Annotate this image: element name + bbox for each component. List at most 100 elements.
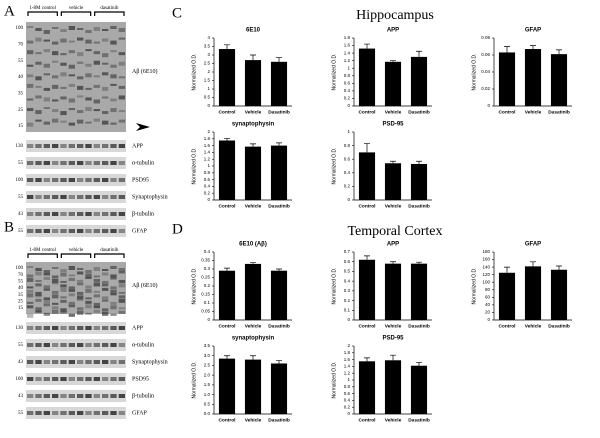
blot-band [102,212,109,216]
blot-band [85,288,92,293]
blot-band [110,144,117,148]
y-tick-label: 0.4 [344,398,351,403]
bar [550,54,568,106]
blot-band [85,73,92,78]
blot-band [93,99,100,104]
blot-band [118,360,125,364]
lane-group-label: dasatinib [100,6,119,11]
error-bar [504,266,510,273]
lane-group-label: vehicle [69,248,84,253]
blot-band [52,229,59,233]
blot-band [60,326,67,330]
blot-band [102,195,109,199]
error-bar [276,57,282,62]
bar [524,266,542,320]
blot-strip [26,174,126,186]
blot-band [43,270,50,274]
blot-band [93,60,100,65]
blot-band [60,195,67,199]
blot-band [52,377,59,381]
blot-band [93,394,100,398]
error-bar [224,138,230,141]
blot-band [85,63,92,67]
blot-band [77,119,84,124]
blot-band [35,271,42,276]
blot-band [118,283,125,288]
blot-band [27,98,34,101]
error-bar [224,267,230,271]
blot-band [60,29,67,32]
blot-band [77,195,84,199]
blot-band [85,229,92,233]
chart-title: 6E10 (Aβ) [239,242,267,248]
blot-band [35,61,42,65]
blot-band [102,411,109,415]
blot-strip [26,191,126,203]
blot-band [118,343,125,347]
blot-band [43,178,50,182]
blot-band [35,37,42,42]
bar [270,61,288,106]
y-tick-label: 60 [485,295,491,300]
blot-band [35,178,42,182]
blot-band [35,343,42,347]
bar [358,259,376,320]
blot-band [35,28,42,31]
y-tick-label: 1.2 [344,58,351,63]
blot-band [85,326,92,330]
blot-band [102,269,109,271]
error-bar [364,357,370,362]
blot-band [35,295,42,298]
blot-strip [26,373,126,385]
y-tick-label: 2 [207,129,210,134]
blot-band [118,144,125,148]
blot-band [27,161,34,165]
blot-band [110,394,117,398]
blot-strip [26,390,126,402]
y-tick-label: 1.2 [204,156,211,161]
blot-band [60,72,67,77]
blot-band [43,304,50,307]
bar [410,365,428,414]
y-tick-label: 1 [347,65,350,70]
blot-band [93,51,100,55]
bar [270,270,288,320]
blot-band [85,195,92,199]
blot-band [52,144,59,148]
blot-label: Synaptophysin [132,359,168,365]
blot-band [52,302,59,305]
blot-band [43,312,50,316]
blot-band [118,212,125,216]
blot-band [52,27,59,29]
blot-band [27,178,34,182]
blot-band [68,26,75,30]
blot-band [77,229,84,233]
y-tick-label: 1.2 [344,370,351,375]
blot-band [110,40,117,45]
y-tick-label: 1.6 [344,43,351,48]
blot-band [102,38,109,42]
blot-band [52,41,59,45]
blot-band [68,377,75,381]
blot-band [93,290,100,293]
blot-band [52,394,59,398]
error-bar [416,160,422,164]
y-tick-label: 20 [485,310,491,315]
blot-band [43,49,50,53]
blot-band [68,212,75,216]
blot-band [85,411,92,415]
blot-band [110,326,117,330]
blot-band [77,144,84,148]
error-bar [364,43,370,49]
blot-band [110,301,117,305]
blot-band [43,73,50,76]
x-tick-label: Dasatinib [548,109,570,115]
panel-label: A [4,3,15,19]
blot-band [43,63,50,68]
blot-band [85,97,92,101]
blot-band [43,276,50,280]
blot-band [68,293,75,297]
blot-band [93,212,100,216]
x-tick-label: Control [358,109,375,115]
